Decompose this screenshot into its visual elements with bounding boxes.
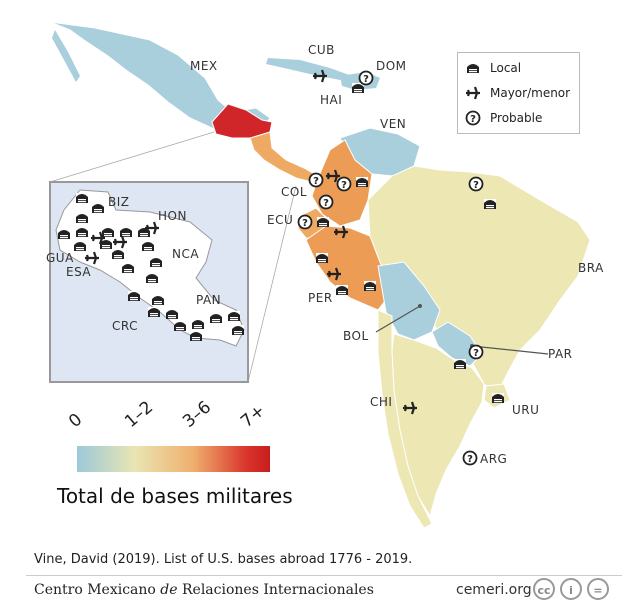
source-citation: Vine, David (2019). List of U.S. bases a…	[34, 552, 413, 567]
airplane-icon	[464, 85, 482, 101]
label-cub: CUB	[308, 43, 335, 57]
website-link[interactable]: cemeri.org	[456, 582, 532, 598]
label-esa: ESA	[66, 265, 91, 279]
label-chi: CHI	[370, 395, 392, 409]
label-par: PAR	[548, 347, 573, 361]
label-dom: DOM	[376, 59, 407, 73]
label-gua: GUA	[46, 251, 74, 265]
label-uru: URU	[512, 403, 539, 417]
label-mex: MEX	[190, 59, 218, 73]
label-ecu: ECU	[267, 213, 293, 227]
color-scale-bar	[77, 446, 270, 472]
label-arg: ARG	[480, 452, 507, 466]
base-local-icon	[467, 63, 479, 73]
label-biz: BIZ	[108, 195, 130, 209]
label-bra: BRA	[578, 261, 604, 275]
country-mexico-baja	[52, 30, 80, 82]
country-cuba	[266, 58, 352, 80]
label-col: COL	[281, 185, 307, 199]
label-nca: NCA	[172, 247, 199, 261]
legend-probable: Probable	[464, 109, 542, 127]
country-central-america-red	[211, 103, 273, 139]
label-hon: HON	[158, 209, 187, 223]
no-derivatives-icon: =	[587, 578, 609, 600]
label-pan: PAN	[196, 293, 221, 307]
cc-license-icon: cc	[533, 578, 555, 600]
scale-title: Total de bases militares	[57, 484, 293, 508]
attribution-icon: i	[560, 578, 582, 600]
country-argentina	[391, 333, 485, 518]
country-central-america-orange	[249, 131, 319, 183]
label-bol: BOL	[343, 329, 369, 343]
legend: Local Mayor/menor Probable	[457, 52, 580, 134]
label-crc: CRC	[112, 319, 138, 333]
label-per: PER	[308, 291, 333, 305]
question-circle-icon	[465, 110, 481, 126]
label-ven: VEN	[380, 117, 406, 131]
legend-major-minor: Mayor/menor	[464, 84, 570, 102]
footer-divider	[26, 575, 622, 576]
legend-local: Local	[464, 59, 521, 77]
label-hai: HAI	[320, 93, 342, 107]
organization-name: Centro Mexicano de Relaciones Internacio…	[34, 582, 374, 598]
